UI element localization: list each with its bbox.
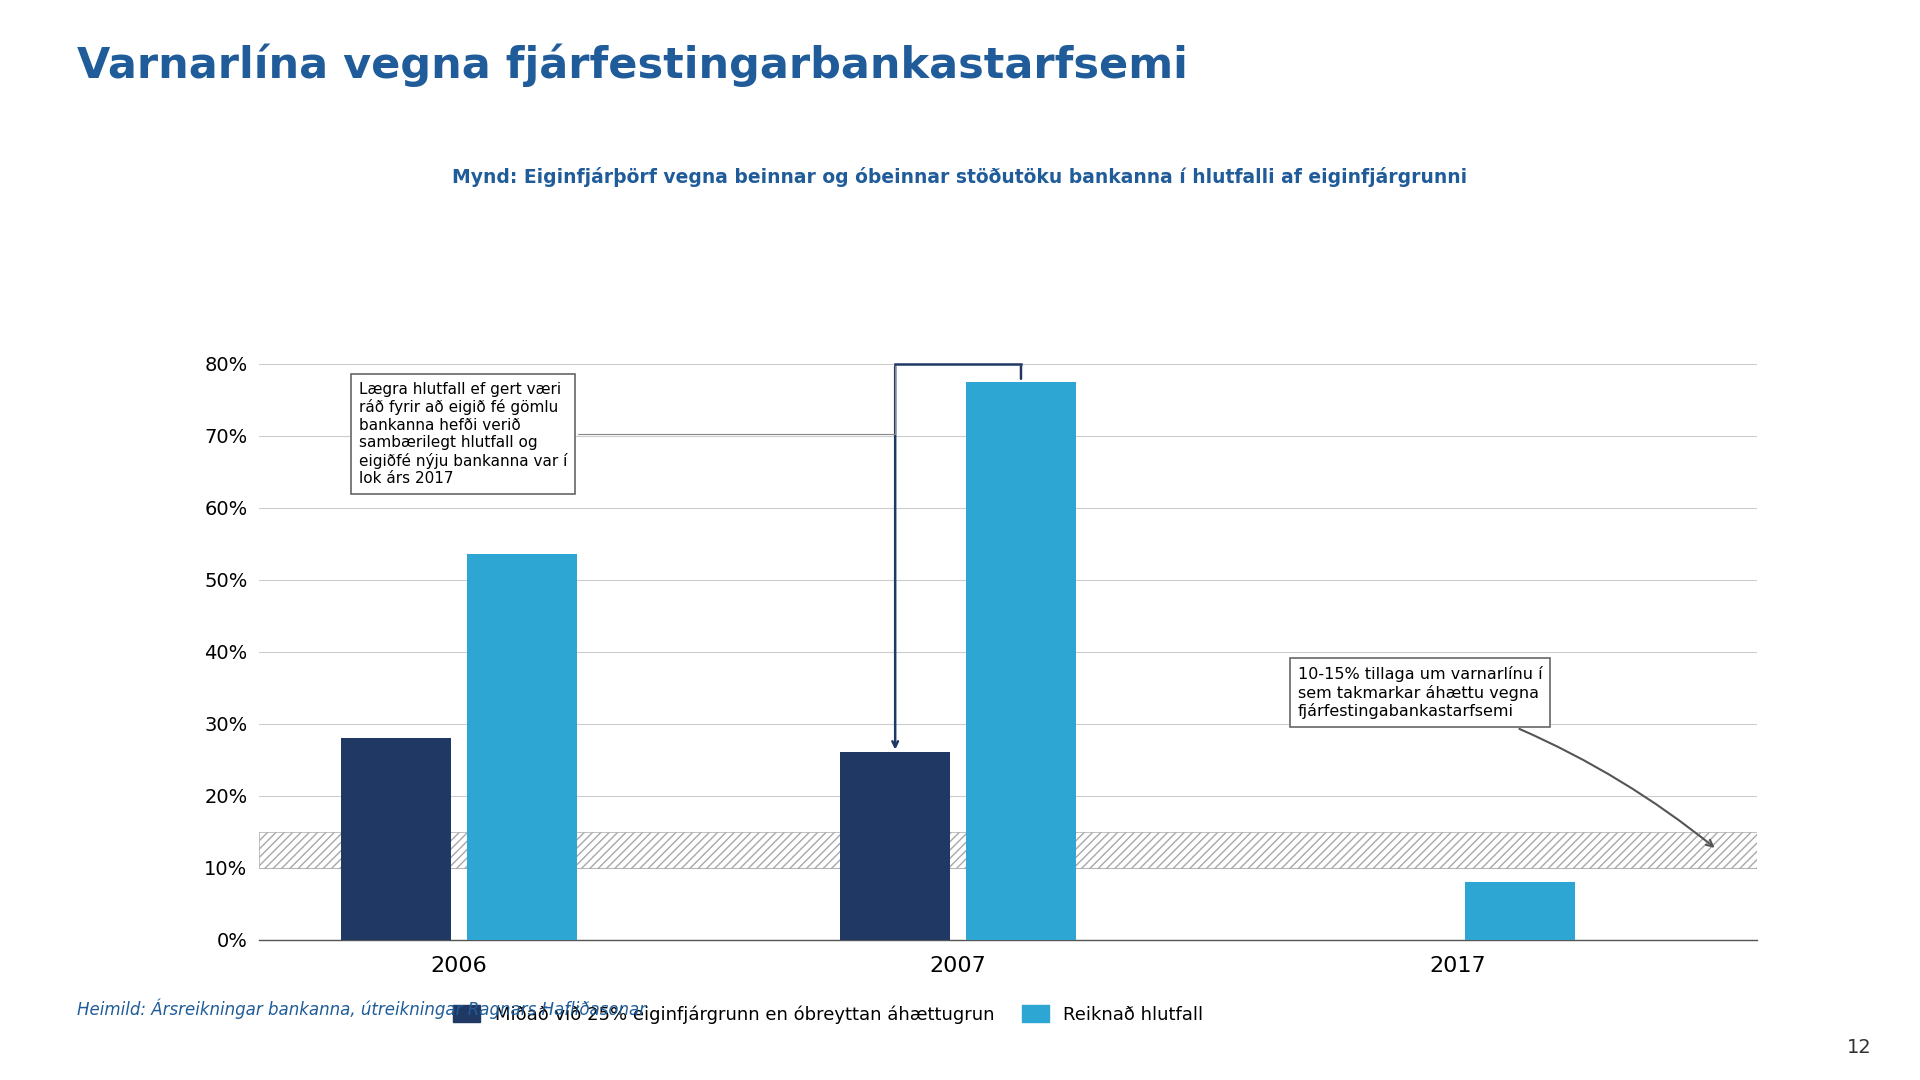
- Text: Lægra hlutfall ef gert væri
ráð fyrir að eigið fé gömlu
bankanna hefði verið
sam: Lægra hlutfall ef gert væri ráð fyrir að…: [359, 366, 895, 486]
- Text: Varnarlína vegna fjárfestingarbankastarfsemi: Varnarlína vegna fjárfestingarbankastarf…: [77, 43, 1188, 86]
- Bar: [1465, 882, 1574, 940]
- Text: 10-15% tillaga um varnarlínu í
sem takmarkar áhættu vegna
fjárfestingabankastarf: 10-15% tillaga um varnarlínu í sem takma…: [1298, 666, 1713, 847]
- Text: Heimild: Ársreikningar bankanna, útreikningar Ragnars Hafliðasonar: Heimild: Ársreikningar bankanna, útreikn…: [77, 999, 645, 1020]
- Bar: [467, 554, 576, 940]
- Legend: Miðað við 25% eiginfjárgrunn en óbreyttan áhættugrun, Reiknað hlutfall: Miðað við 25% eiginfjárgrunn en óbreytta…: [445, 998, 1210, 1031]
- Text: 12: 12: [1847, 1038, 1872, 1057]
- Bar: [259, 832, 1757, 867]
- Bar: [342, 738, 451, 940]
- Bar: [966, 381, 1075, 940]
- Text: Mynd: Eiginfjárþörf vegna beinnar og óbeinnar stöðutöku bankanna í hlutfalli af : Mynd: Eiginfjárþörf vegna beinnar og óbe…: [453, 167, 1467, 188]
- Bar: [841, 753, 950, 940]
